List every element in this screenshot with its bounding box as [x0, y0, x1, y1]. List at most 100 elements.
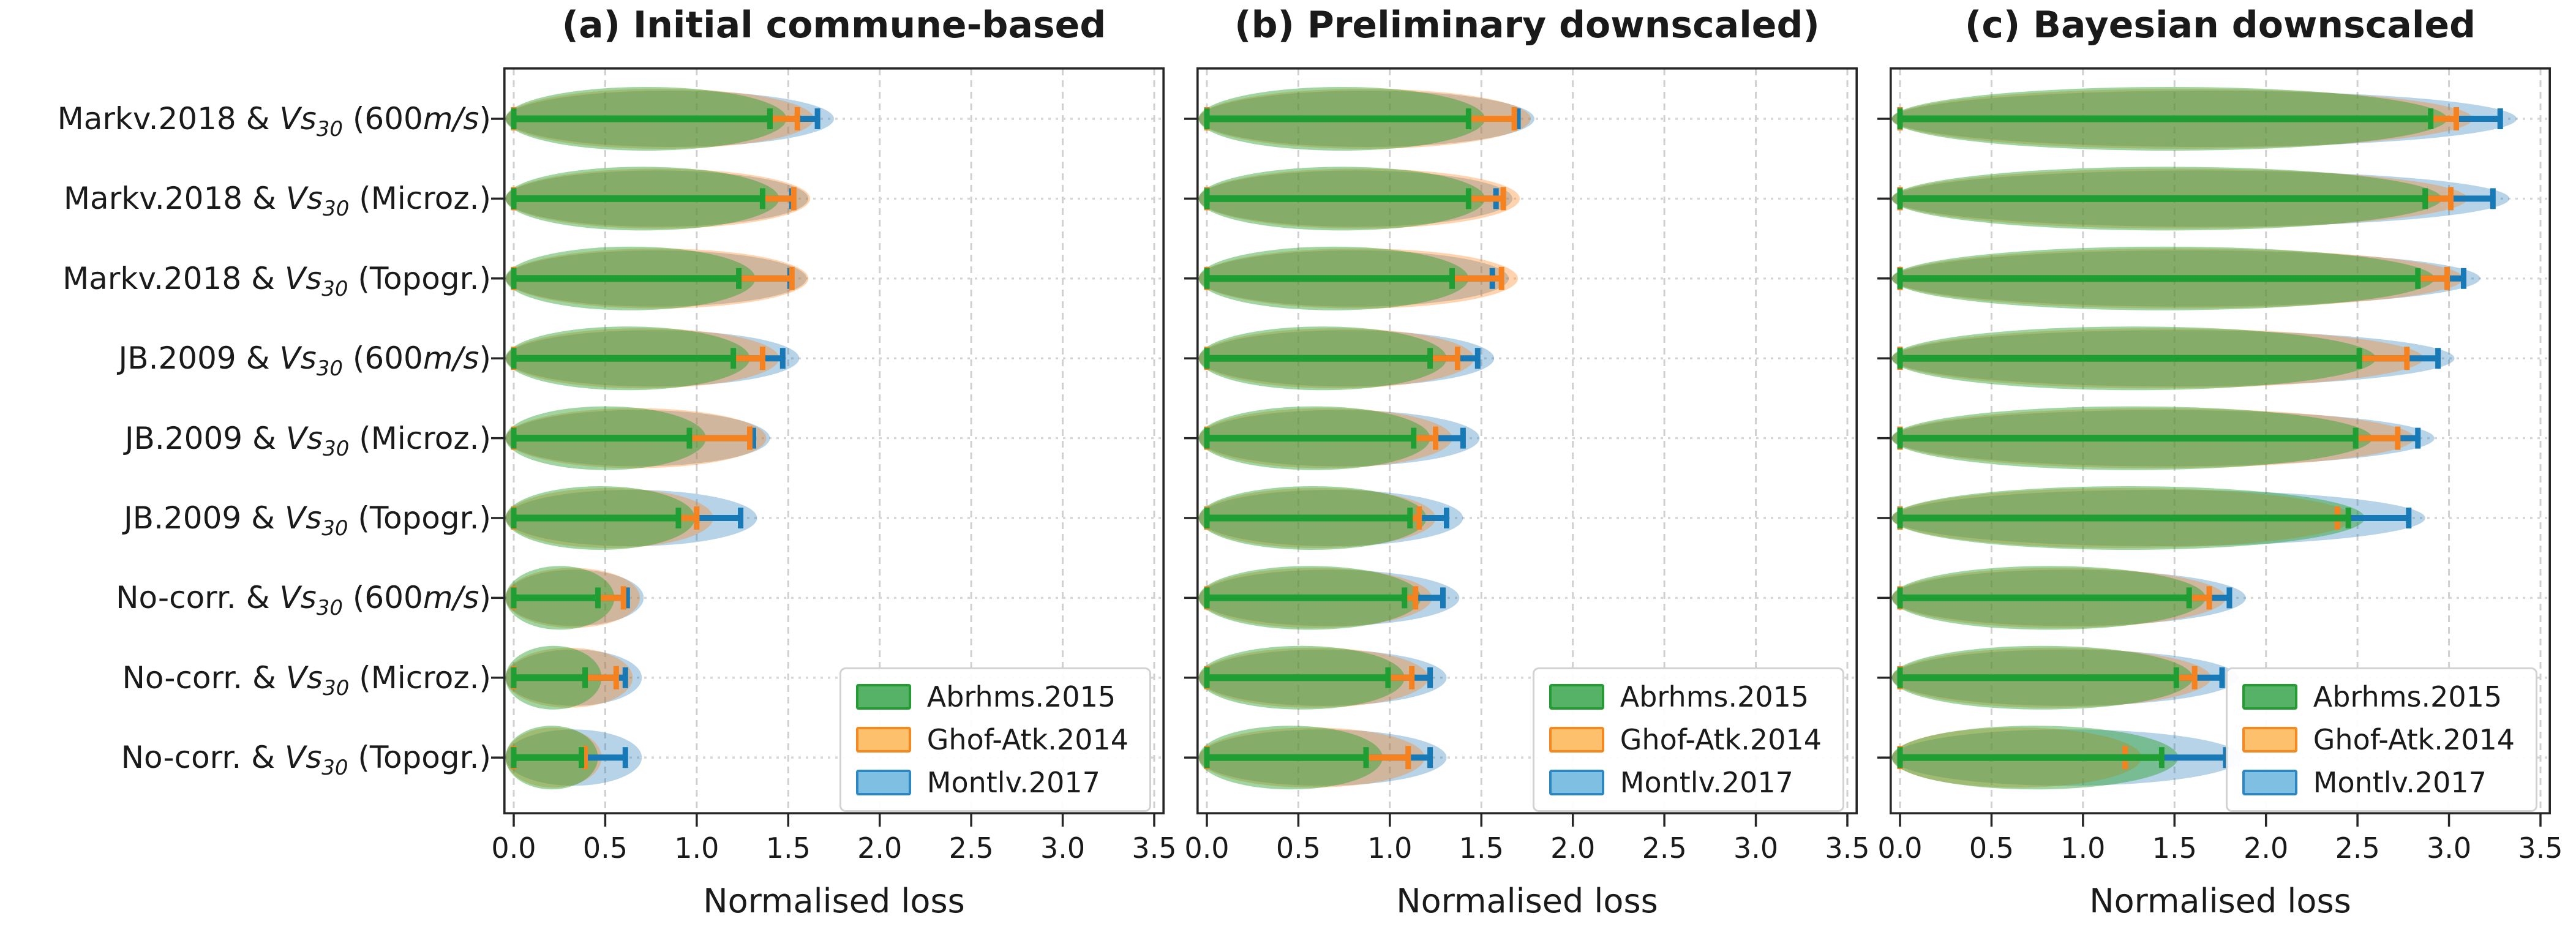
whisker-cap-ghof	[1500, 187, 1506, 211]
whisker-cap-ghof	[1511, 107, 1517, 130]
legend-label: Ghof-Atk.2014	[926, 723, 1128, 756]
whisker-cap-abrhms	[1897, 348, 1903, 369]
whisker-cap-ghof	[2448, 187, 2454, 211]
legend-swatch-abrhms	[855, 684, 911, 710]
whisker-cap-abrhms	[2422, 188, 2428, 209]
whisker-cap-abrhms	[1465, 188, 1471, 209]
whisker-cap-montlv	[1427, 747, 1433, 768]
whisker-cap-abrhms	[1897, 268, 1903, 289]
whisker-cap-abrhms	[511, 108, 517, 129]
whisker-cap-abrhms	[1897, 108, 1903, 129]
whisker-cap-abrhms	[1897, 747, 1903, 768]
whisker-cap-abrhms	[1449, 268, 1455, 289]
whisker-cap-montlv	[2435, 348, 2441, 369]
legend-item: Abrhms.2015	[1549, 680, 1822, 713]
whisker-cap-abrhms	[2356, 348, 2362, 369]
whisker-cap-montlv	[1427, 667, 1433, 688]
whisker-cap-ghof	[620, 586, 626, 610]
legend-label: Montlv.2017	[1620, 766, 1793, 799]
whisker-cap-ghof	[2454, 107, 2460, 130]
x-tick-label: 3.0	[1040, 832, 1086, 865]
panel-b: (b) Preliminary downscaled) 0.0 0.5 1.0 1.5…	[1184, 0, 1870, 935]
whisker-cap-montlv	[622, 747, 628, 768]
whisker-cap-ghof	[789, 266, 795, 290]
panel-b-x-axis-title: Normalised loss	[1396, 882, 1658, 920]
whisker-cap-abrhms	[767, 108, 773, 129]
legend-item: Ghof-Atk.2014	[1549, 723, 1822, 756]
legend-item: Ghof-Atk.2014	[855, 723, 1128, 756]
violin-plot-b	[1184, 67, 1858, 827]
whisker-cap-abrhms	[1204, 747, 1210, 768]
whisker-cap-abrhms	[511, 587, 517, 609]
whisker-cap-abrhms	[1204, 587, 1210, 609]
x-tick-label: 2.0	[2244, 832, 2289, 865]
whisker-cap-abrhms	[2158, 747, 2165, 768]
x-tick-label: 2.0	[857, 832, 903, 865]
x-tick-label: 2.5	[2335, 832, 2380, 865]
legend-item: Ghof-Atk.2014	[2242, 723, 2515, 756]
x-tick-label: 1.0	[674, 832, 719, 865]
whisker-cap-ghof	[2404, 347, 2410, 370]
whisker-cap-abrhms	[1897, 587, 1903, 609]
whisker-cap-abrhms	[1204, 508, 1210, 528]
plot-border	[1196, 67, 1858, 815]
panel-a: (a) Initial commune-based 0.0 0.5 1.0 1.5 2.…	[491, 0, 1177, 935]
whisker-cap-ghof	[747, 426, 753, 450]
x-tick-label: 3.5	[1132, 832, 1177, 865]
whisker-cap-ghof	[1454, 347, 1460, 370]
legend-swatch-abrhms	[1549, 684, 1604, 710]
whisker-cap-abrhms	[1897, 188, 1903, 209]
whisker-cap-montlv	[1440, 587, 1446, 609]
x-tick-label: 0.0	[1184, 832, 1230, 865]
whisker-cap-abrhms	[1897, 508, 1903, 528]
whisker-cap-montlv	[814, 108, 820, 129]
x-tick-label: 2.0	[1550, 832, 1596, 865]
whisker-cap-montlv	[1444, 508, 1450, 528]
y-tick-label: Markv.2018 & Vs30 (Microz.)	[63, 181, 491, 222]
whisker-cap-abrhms	[579, 747, 585, 768]
whisker-cap-abrhms	[1385, 667, 1391, 688]
whisker-cap-ghof	[790, 187, 797, 211]
x-tick-label: 1.5	[2152, 832, 2197, 865]
y-tick-label: No-corr. & Vs30 (Microz.)	[122, 659, 491, 700]
whisker-cap-abrhms	[759, 188, 765, 209]
legend-item: Abrhms.2015	[2242, 680, 2515, 713]
whisker-cap-abrhms	[511, 747, 517, 768]
whisker-cap-abrhms	[675, 508, 682, 528]
whisker-cap-abrhms	[1204, 188, 1210, 209]
whisker-cap-abrhms	[1204, 667, 1210, 688]
legend-swatch-abrhms	[2242, 684, 2297, 710]
legend-label: Abrhms.2015	[926, 680, 1116, 713]
whisker-cap-abrhms	[1204, 268, 1210, 289]
whisker-cap-ghof	[794, 107, 800, 130]
whisker-cap-montlv	[779, 348, 786, 369]
legend-label: Ghof-Atk.2014	[1620, 723, 1822, 756]
whisker-cap-abrhms	[1407, 508, 1413, 528]
legend-label: Montlv.2017	[926, 766, 1100, 799]
whisker-cap-montlv	[1515, 108, 1521, 129]
x-tick-label: 3.0	[2426, 832, 2472, 865]
whisker-cap-abrhms	[1204, 348, 1210, 369]
legend-label: Montlv.2017	[2313, 766, 2487, 799]
whisker-cap-montlv	[2406, 508, 2412, 528]
whisker-cap-abrhms	[1411, 427, 1417, 449]
whisker-cap-ghof	[2191, 666, 2198, 689]
legend-swatch-ghof	[1549, 727, 1604, 753]
x-tick-label: 0.5	[582, 832, 628, 865]
y-tick-label: JB.2009 & Vs30 (Topogr.)	[124, 500, 491, 541]
y-tick-label: JB.2009 & Vs30 (Microz.)	[124, 420, 491, 461]
whisker-cap-abrhms	[2173, 667, 2179, 688]
whisker-cap-abrhms	[511, 268, 517, 289]
whisker-cap-abrhms	[595, 587, 601, 609]
whisker-cap-abrhms	[511, 667, 517, 688]
whisker-cap-montlv	[2219, 667, 2225, 688]
whisker-cap-abrhms	[1363, 747, 1369, 768]
legend-label: Abrhms.2015	[2313, 680, 2503, 713]
violin-plot-a	[491, 67, 1165, 827]
whisker-cap-abrhms	[1204, 108, 1210, 129]
whisker-cap-montlv	[751, 427, 757, 449]
whisker-cap-abrhms	[2353, 427, 2359, 449]
whisker-cap-montlv	[2490, 188, 2496, 209]
whisker-cap-abrhms	[511, 188, 517, 209]
